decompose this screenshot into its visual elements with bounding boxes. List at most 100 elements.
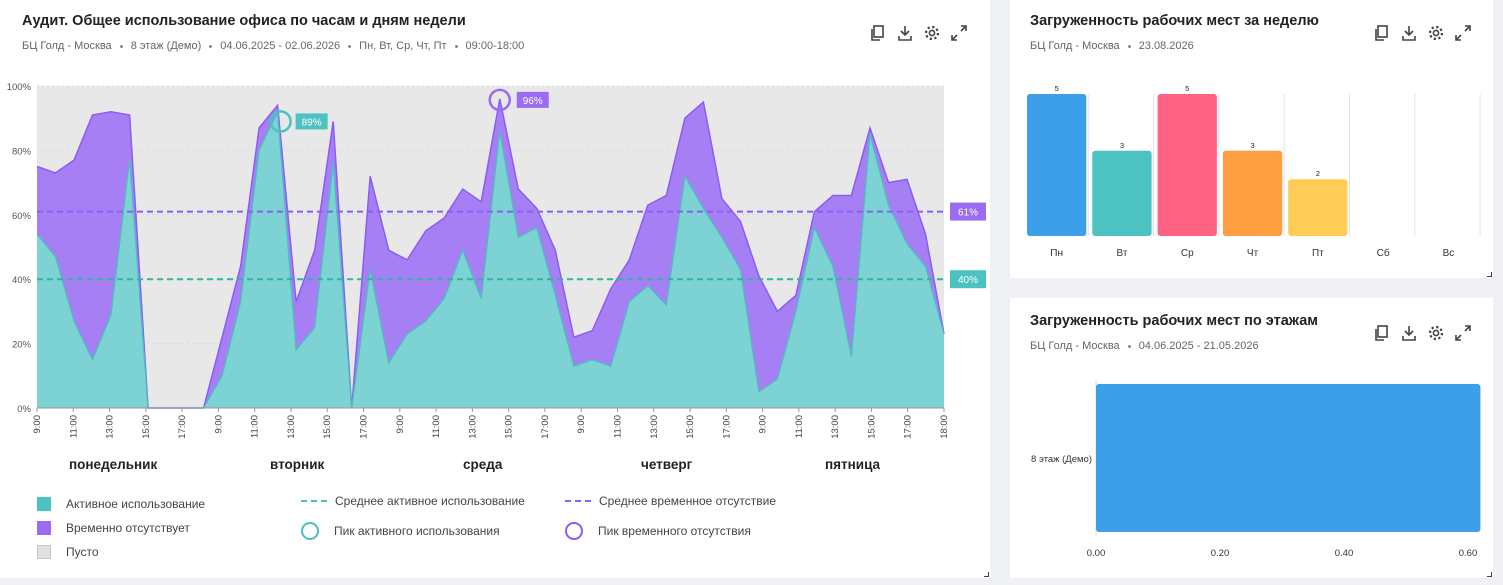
legend-label: Пик временного отсутствия <box>598 524 751 538</box>
peak-away-value: 96% <box>523 96 543 107</box>
x-tick-label: 9:00 <box>576 415 587 434</box>
meta-item-3: Пн, Вт, Ср, Чт, Пт <box>359 40 447 52</box>
x-tick-label: 11:00 <box>612 415 623 438</box>
gear-icon[interactable] <box>923 24 941 42</box>
copy-icon[interactable] <box>1373 24 1391 42</box>
panel-subtitle: БЦ Голд - Москва 23.08.2026 <box>1030 40 1194 52</box>
bar-value-label: 2 <box>1316 169 1320 178</box>
resize-handle[interactable] <box>1487 572 1492 577</box>
meta-item-2: 04.06.2025 - 02.06.2026 <box>220 40 341 52</box>
x-tick-label: 9:00 <box>213 415 224 434</box>
meta-item-0: БЦ Голд - Москва <box>1030 340 1120 352</box>
x-tick-label: Вт <box>1116 248 1127 259</box>
copy-icon[interactable] <box>869 24 887 42</box>
legend-avg-active[interactable]: Среднее активное использование <box>301 494 525 508</box>
day-label-tuesday: вторник <box>270 457 325 472</box>
separator-dot <box>1127 44 1131 48</box>
resize-handle[interactable] <box>1487 272 1492 277</box>
download-icon[interactable] <box>1400 324 1418 342</box>
x-tick-label: 13:00 <box>286 415 297 439</box>
bar-Пт <box>1288 179 1348 236</box>
gear-icon[interactable] <box>1427 324 1445 342</box>
active-area <box>37 111 944 409</box>
y-tick-label: 100% <box>7 82 32 93</box>
separator-dot <box>1127 344 1131 348</box>
legend-active[interactable]: Активное использование <box>37 497 205 511</box>
x-tick-label: 15:00 <box>866 415 877 439</box>
x-tick-label: 11:00 <box>250 415 261 438</box>
x-tick-label: Чт <box>1247 248 1259 259</box>
separator-dot <box>119 44 123 48</box>
panel-toolbar <box>1373 324 1472 342</box>
floor-bar-chart: 8 этаж (Демо) 0.00 0.20 0.40 0.60 <box>1031 380 1481 559</box>
x-tick-label: 15:00 <box>685 415 696 439</box>
x-tick-label: 17:00 <box>540 415 551 439</box>
avg-active-badge <box>950 270 986 289</box>
legend-label: Среднее временное отсутствие <box>599 494 777 508</box>
bar-Вт <box>1092 150 1152 236</box>
legend-swatch <box>37 497 51 511</box>
bar-value-label: 3 <box>1250 141 1254 150</box>
resize-handle[interactable] <box>984 572 989 577</box>
bar-value-label: 5 <box>1185 84 1189 93</box>
legend-label: Временно отсутствует <box>66 521 190 535</box>
legend-avg-away[interactable]: Среднее временное отсутствие <box>565 494 776 508</box>
expand-icon[interactable] <box>1454 24 1472 42</box>
separator-dot <box>454 44 458 48</box>
x-tick-label: 9:00 <box>395 415 406 434</box>
avg-away-badge <box>950 202 986 221</box>
bar-value-label: 3 <box>1120 141 1124 150</box>
y-tick-label: 8 этаж (Демо) <box>1031 454 1092 465</box>
x-tick-label: 15:00 <box>322 415 333 439</box>
legend-swatch <box>37 545 51 559</box>
weekly-bar-chart: 5 Пн 3 Вт 5 Ср 3 Чт 2 Пт Сб Вс <box>1027 84 1481 259</box>
x-tick-label: 9:00 <box>32 415 43 434</box>
legend-away[interactable]: Временно отсутствует <box>37 521 190 535</box>
x-tick-label: 9:00 <box>758 415 769 434</box>
x-tick-label: 0.40 <box>1335 548 1354 559</box>
panel-toolbar <box>869 24 968 42</box>
x-tick-label: 13:00 <box>830 415 841 439</box>
x-tick-label: 13:00 <box>467 415 478 439</box>
x-tick-label: Сб <box>1377 247 1390 259</box>
meta-item-1: 23.08.2026 <box>1138 40 1194 52</box>
peak-active-ring <box>269 110 292 133</box>
x-tick-label: 17:00 <box>903 415 914 439</box>
legend-label: Пик активного использования <box>334 524 500 538</box>
weekly-load-panel: Загруженность рабочих мест за неделю БЦ … <box>1010 0 1493 278</box>
copy-icon[interactable] <box>1373 324 1391 342</box>
separator-dot <box>209 44 213 48</box>
x-tick-label: 13:00 <box>105 415 116 439</box>
avg-active-value: 40% <box>958 275 978 286</box>
bar-value-label: 5 <box>1055 84 1059 93</box>
y-tick-label: 60% <box>12 211 32 222</box>
x-tick-label: 18:00 <box>939 415 950 439</box>
separator-dot <box>348 44 352 48</box>
bar-Ср <box>1157 94 1217 236</box>
panel-subtitle: БЦ Голд - Москва 04.06.2025 - 21.05.2026 <box>1030 340 1259 352</box>
y-tick-label: 0% <box>17 404 31 415</box>
x-tick-label: 15:00 <box>141 415 152 439</box>
x-tick-label: 13:00 <box>649 415 660 439</box>
panel-title: Загруженность рабочих мест по этажам <box>1030 313 1319 329</box>
legend-peak-away[interactable]: Пик временного отсутствия <box>565 522 751 540</box>
download-icon[interactable] <box>1400 24 1418 42</box>
expand-icon[interactable] <box>950 24 968 42</box>
expand-icon[interactable] <box>1454 324 1472 342</box>
legend-swatch <box>301 522 319 540</box>
x-tick-label: 11:00 <box>431 415 442 438</box>
x-tick-label: 11:00 <box>68 415 79 438</box>
gear-icon[interactable] <box>1427 24 1445 42</box>
day-label-wednesday: среда <box>463 457 503 472</box>
legend-empty[interactable]: Пусто <box>37 545 99 559</box>
peak-active-badge <box>295 113 328 130</box>
x-tick-label: 15:00 <box>504 415 515 439</box>
legend-peak-active[interactable]: Пик активного использования <box>301 522 500 540</box>
x-tick-label: 0.60 <box>1459 548 1478 559</box>
download-icon[interactable] <box>896 24 914 42</box>
bar-Пн <box>1027 94 1087 236</box>
meta-item-4: 09:00-18:00 <box>465 40 525 52</box>
x-tick-label: Вс <box>1443 248 1455 259</box>
x-tick-label: Ср <box>1181 248 1194 259</box>
office-usage-panel: Аудит. Общее использование офиса по часа… <box>0 0 990 578</box>
